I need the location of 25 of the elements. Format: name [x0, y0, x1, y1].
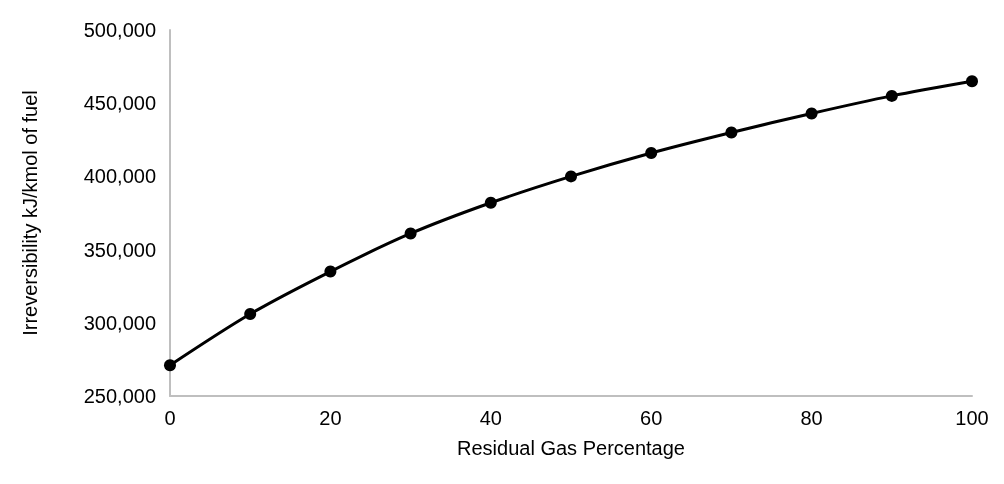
y-tick-label: 350,000: [83, 238, 156, 261]
x-axis-title: Residual Gas Percentage: [457, 437, 685, 459]
x-tick-label: 0: [164, 407, 176, 429]
point: [164, 359, 176, 372]
x-tick-label: 80: [800, 407, 823, 429]
point: [244, 308, 257, 321]
y-tick-label: 300,000: [83, 311, 156, 334]
y-tick-label: 400,000: [83, 165, 156, 188]
point: [324, 265, 337, 278]
point: [725, 126, 738, 139]
point: [645, 146, 658, 159]
point: [805, 107, 818, 120]
y-tick-label: 450,000: [83, 92, 156, 115]
y-axis-title: Irreversibility kJ/kmol of fuel: [19, 90, 41, 336]
point: [404, 227, 417, 240]
y-tick-label: 250,000: [83, 385, 156, 407]
point: [565, 170, 577, 183]
y-tick-label: 500,000: [83, 19, 156, 41]
x-tick-label: 100: [955, 407, 989, 429]
x-tick-label: 40: [479, 407, 502, 429]
x-tick-label: 60: [640, 407, 663, 429]
x-tick-label: 20: [319, 407, 342, 429]
point: [484, 196, 497, 209]
point: [885, 89, 898, 102]
point: [966, 75, 978, 88]
